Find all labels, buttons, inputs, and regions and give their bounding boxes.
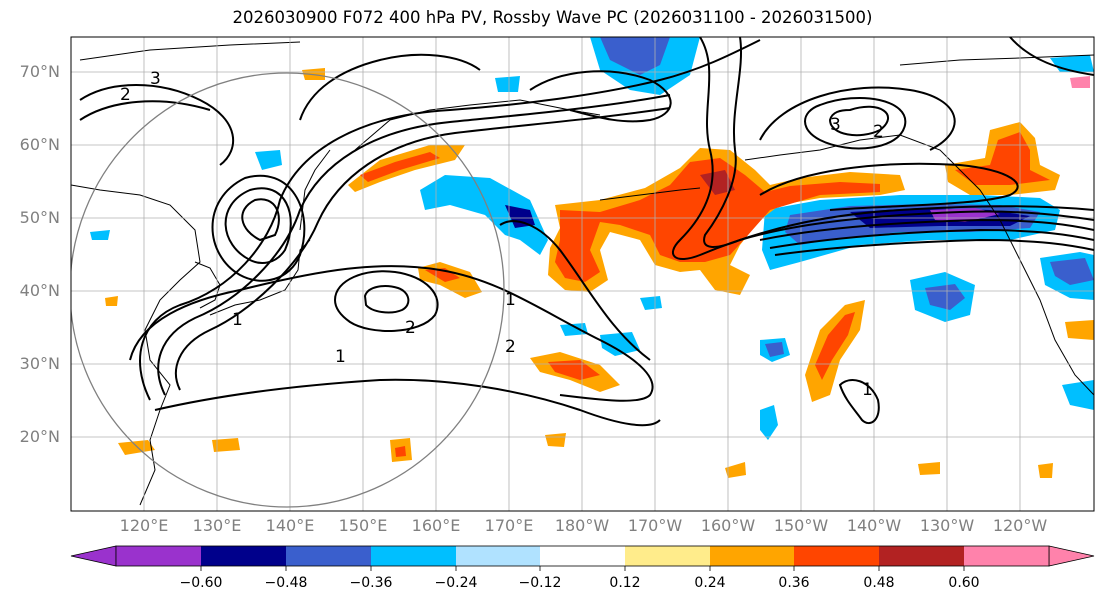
lon-label: 170°E [484,516,534,535]
lat-label: 50°N [19,208,60,227]
lon-label: 140°W [846,516,902,535]
lat-label: 40°N [19,281,60,300]
lon-label: 160°E [411,516,461,535]
contour-label: 3 [830,115,841,135]
colorbar-tick-label: −0.60 [179,575,223,591]
contour-label: 1 [232,310,243,330]
map-content: 1 2 3 2 1 2 1 3 2 1 [71,37,1094,511]
positive-anomaly-shading [105,68,1094,478]
colorbar-segment [879,546,964,566]
colorbar-tick-label: 0.60 [948,575,980,591]
colorbar-max-extend [1048,545,1095,567]
reference-circle [71,72,505,508]
lon-label: 120°E [119,516,169,535]
contour-label-group: 1 2 3 2 1 2 1 3 2 1 [120,69,884,400]
contour-label: 1 [862,380,873,400]
contour-label: 1 [335,347,346,367]
colorbar-tick-label: −0.24 [434,575,478,591]
colorbar-tick-marks [200,566,965,571]
map-frame [70,36,1095,512]
lat-label: 70°N [19,62,60,81]
map-title: 2026030900 F072 400 hPa PV, Rossby Wave … [232,8,873,27]
colorbar-tick-label: 0.48 [863,575,895,591]
colorbar-segment [964,546,1049,566]
contour-label: 2 [505,337,516,357]
lon-label: 150°W [773,516,829,535]
lon-label: 130°E [192,516,242,535]
colorbar-min-extend [70,545,117,567]
colorbar-segment [625,546,710,566]
lat-label: 30°N [19,354,60,373]
lon-label: 170°W [627,516,683,535]
colorbar-segment [540,546,625,566]
contour-label: 3 [150,69,161,89]
colorbar-tick-label: 0.12 [609,575,641,591]
colorbar-segment [286,546,371,566]
contour-label: 2 [873,122,884,142]
colorbar-segment [710,546,794,566]
colorbar-segments [116,546,1049,566]
colorbar-tick-label: 0.24 [694,575,726,591]
colorbar-segment [456,546,540,566]
colorbar-outline [115,545,1050,567]
negative-anomaly-shading [90,37,1094,440]
contour-label: 1 [505,290,516,310]
lon-label: 130°W [919,516,975,535]
colorbar-tick-label: −0.12 [518,575,562,591]
lon-label: 180°W [554,516,610,535]
pv-contours [79,37,1094,427]
colorbar-tick-label: −0.36 [349,575,393,591]
colorbar [70,545,1095,571]
lat-label: 60°N [19,135,60,154]
colorbar-tick-label: 0.36 [778,575,810,591]
colorbar-segment [201,546,286,566]
colorbar-segment [371,546,456,566]
lon-label: 140°E [265,516,315,535]
lon-label: 160°W [700,516,756,535]
colorbar-segment [794,546,879,566]
lon-label: 120°W [992,516,1048,535]
colorbar-segment [116,546,201,566]
lon-label: 150°E [338,516,388,535]
contour-label: 2 [405,318,416,338]
contour-label: 2 [120,85,131,105]
lat-label: 20°N [19,427,60,446]
colorbar-tick-label: −0.48 [264,575,308,591]
